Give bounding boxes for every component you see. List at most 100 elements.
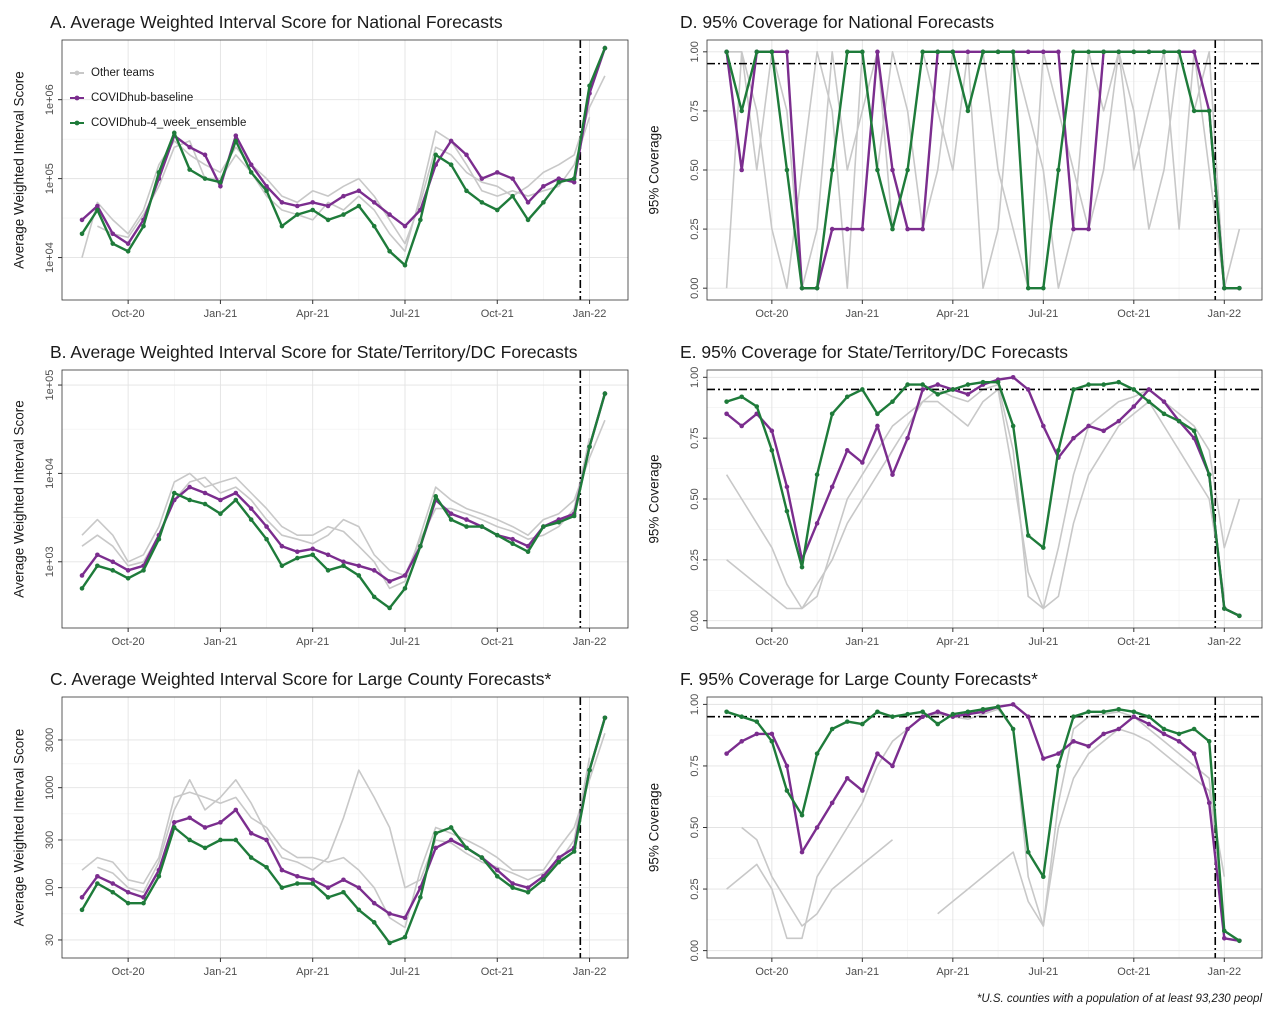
y-tick-label: 0.00 xyxy=(689,277,701,298)
x-tick-label: Jul-21 xyxy=(390,636,420,648)
y-tick-label: 300 xyxy=(44,831,56,849)
series-point xyxy=(448,825,454,830)
series-point xyxy=(110,241,116,246)
series-point xyxy=(920,709,925,715)
series-point xyxy=(325,568,331,573)
series-point xyxy=(202,825,208,830)
series-point xyxy=(1101,382,1106,387)
series-point xyxy=(464,845,469,851)
series-point xyxy=(1056,167,1061,173)
series-point xyxy=(754,404,760,409)
series-point xyxy=(295,549,300,554)
series-point xyxy=(950,49,956,55)
series-point xyxy=(1221,936,1227,941)
y-tick-label: 1e+05 xyxy=(44,370,56,401)
series-point xyxy=(754,49,760,55)
panel-title: A. Average Weighted Interval Score for N… xyxy=(50,12,503,32)
series-point xyxy=(905,382,910,387)
series-point xyxy=(1071,49,1076,55)
series-point xyxy=(279,200,285,205)
y-axis-title: Average Weighted Interval Score xyxy=(12,729,27,927)
other-team-line xyxy=(725,51,1226,289)
other-team-line xyxy=(81,419,606,590)
series-point xyxy=(479,855,485,860)
series-point xyxy=(187,144,192,150)
series-point xyxy=(587,444,592,450)
series-point xyxy=(218,183,223,189)
series-point xyxy=(187,815,192,821)
series-point xyxy=(1101,709,1106,715)
series-point xyxy=(387,579,392,584)
series-point xyxy=(264,183,269,189)
series-point xyxy=(95,873,100,879)
series-point xyxy=(1041,545,1046,550)
series-point xyxy=(571,176,577,181)
plot-area xyxy=(79,40,608,300)
series-point xyxy=(218,179,223,185)
series-point xyxy=(448,837,454,843)
panel-title: D. 95% Coverage for National Forecasts xyxy=(680,12,994,32)
x-tick-label: Oct-21 xyxy=(1117,308,1150,320)
other-team-line xyxy=(97,757,591,893)
series-point xyxy=(448,162,454,168)
series-point xyxy=(769,49,775,55)
series-point xyxy=(433,830,439,836)
series-point xyxy=(1161,731,1167,737)
series-point xyxy=(510,881,515,886)
series-point xyxy=(95,563,100,569)
series-point xyxy=(571,513,577,519)
series-point xyxy=(202,152,208,158)
series-point xyxy=(724,411,729,417)
series-point xyxy=(1146,714,1152,719)
series-point xyxy=(402,586,408,591)
series-point xyxy=(1176,418,1182,424)
x-tick-label: Apr-21 xyxy=(296,966,329,978)
series-point xyxy=(202,490,208,496)
series-point xyxy=(1101,731,1106,737)
series-point xyxy=(980,379,986,385)
y-tick-label: 0.75 xyxy=(689,427,701,448)
series-point xyxy=(724,399,729,404)
series-point xyxy=(233,497,239,503)
series-point xyxy=(1010,702,1016,707)
series-point xyxy=(754,731,760,737)
x-tick-label: Jan-22 xyxy=(1207,308,1241,320)
series-point xyxy=(494,873,500,879)
series-point xyxy=(202,845,208,851)
series-point xyxy=(156,536,162,542)
series-point xyxy=(724,49,729,55)
legend-label: COVIDhub-4_week_ensemble xyxy=(91,117,246,129)
series-point xyxy=(279,223,285,229)
series-point xyxy=(125,900,131,906)
series-point xyxy=(965,108,971,114)
series-point xyxy=(494,867,500,873)
series-point xyxy=(556,859,562,865)
panel-title: C. Average Weighted Interval Score for L… xyxy=(50,669,551,689)
series-point xyxy=(965,709,971,715)
series-point xyxy=(248,830,254,836)
series-point xyxy=(494,207,500,213)
series-point xyxy=(799,849,805,855)
series-point xyxy=(1086,423,1091,429)
plot-area xyxy=(707,370,1262,628)
series-point xyxy=(1131,387,1137,392)
series-point xyxy=(1206,472,1212,477)
series-point xyxy=(525,217,531,223)
series-point xyxy=(264,524,269,529)
series-point xyxy=(1116,418,1122,424)
series-point xyxy=(448,138,454,144)
series-point xyxy=(995,379,1001,385)
series-point xyxy=(233,807,239,813)
series-point xyxy=(125,249,131,254)
series-point xyxy=(875,751,880,756)
series-point xyxy=(860,387,865,392)
series-point xyxy=(156,873,162,879)
series-point xyxy=(341,877,346,883)
series-point xyxy=(1086,743,1091,749)
series-point xyxy=(233,837,239,843)
plot-area xyxy=(79,697,608,958)
series-point xyxy=(1206,739,1212,744)
series-point xyxy=(310,552,316,558)
series-point xyxy=(356,563,362,569)
series-point xyxy=(829,226,835,232)
